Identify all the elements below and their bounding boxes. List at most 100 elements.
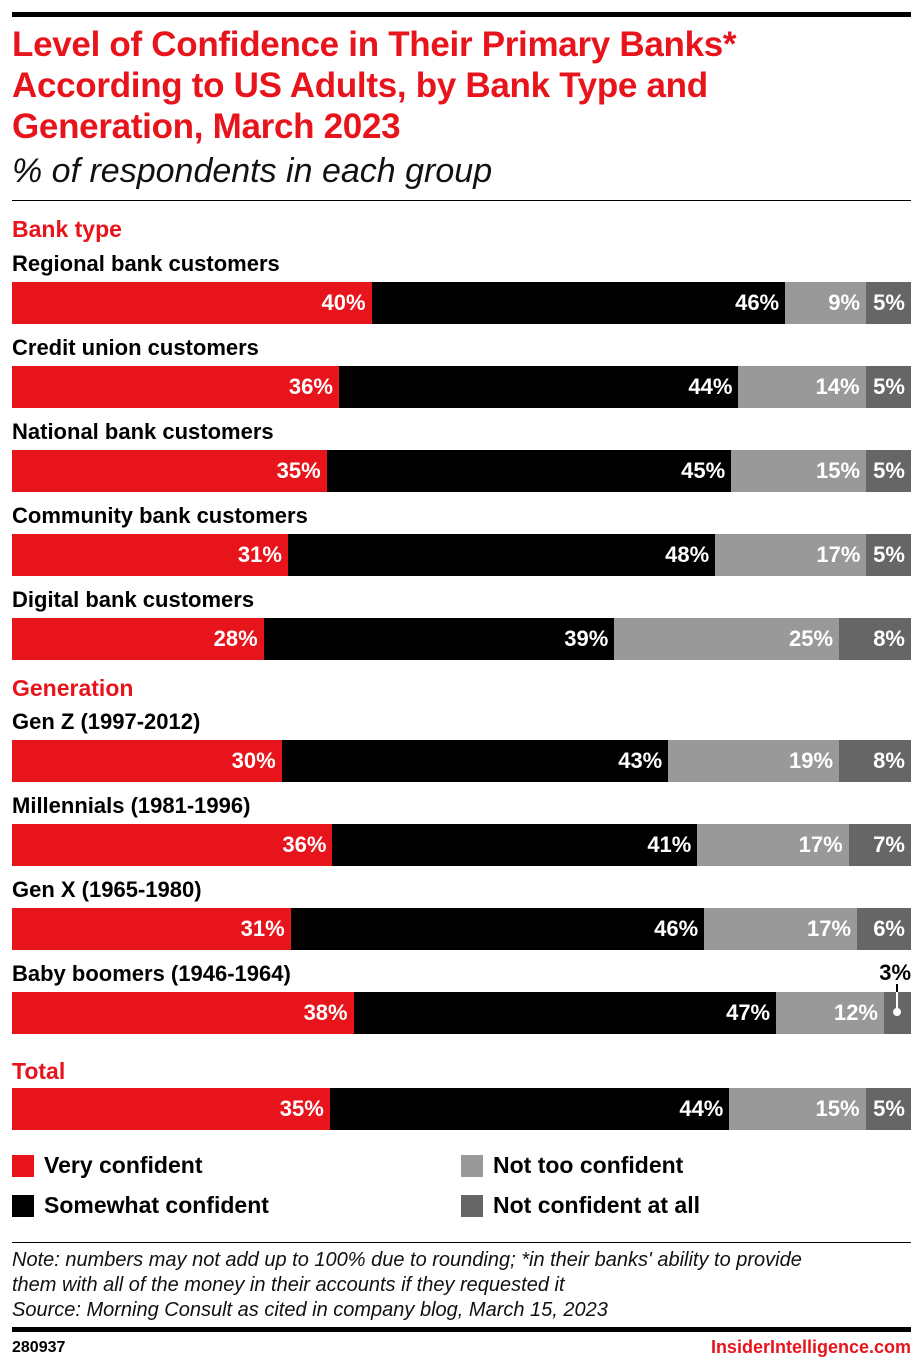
- data-label: 17%: [798, 832, 843, 857]
- data-label: 35%: [276, 458, 321, 483]
- row-label: Credit union customers: [12, 335, 259, 360]
- data-label: 43%: [618, 748, 663, 773]
- legend-swatch: [461, 1194, 483, 1217]
- row-label: Digital bank customers: [12, 587, 255, 612]
- data-label: 45%: [681, 458, 726, 483]
- data-label: 25%: [789, 626, 834, 651]
- bar-segment-very-confident: 35%: [12, 450, 327, 492]
- bar-segment-not-confident-at-all: 8%: [839, 618, 911, 660]
- bar-segment-very-confident: 35%: [12, 1088, 330, 1130]
- row-label: Baby boomers (1946-1964): [12, 961, 291, 986]
- legend-swatch: [12, 1154, 34, 1177]
- data-label: 5%: [873, 374, 905, 399]
- legend-label: Not too confident: [493, 1152, 684, 1178]
- data-label: 46%: [654, 916, 699, 941]
- data-label: 39%: [564, 626, 609, 651]
- data-label: 19%: [789, 748, 834, 773]
- data-label: 36%: [282, 832, 327, 857]
- bar-segment-not-too-confident: 14%: [738, 366, 866, 408]
- callout-dot: [893, 1008, 902, 1016]
- row-label: National bank customers: [12, 419, 274, 444]
- legend-somewhat-confident: Somewhat confident: [12, 1192, 269, 1219]
- legend-not-confident-at-all: Not confident at all: [461, 1192, 700, 1219]
- data-label: 5%: [873, 542, 905, 567]
- data-label: 5%: [873, 1096, 905, 1121]
- data-label: 44%: [679, 1096, 724, 1121]
- data-label: 12%: [833, 1000, 878, 1025]
- section-header: Total: [12, 1058, 66, 1084]
- stacked-bar: 31% 48% 17% 5%: [12, 534, 911, 576]
- row-label: Community bank customers: [12, 503, 308, 528]
- row-label: Gen Z (1997-2012): [12, 709, 201, 734]
- bar-segment-not-too-confident: 17%: [697, 824, 849, 866]
- data-label: 36%: [288, 374, 333, 399]
- note-line: them with all of the money in their acco…: [12, 1274, 565, 1296]
- legend-label: Very confident: [44, 1152, 203, 1178]
- data-label: 5%: [873, 290, 905, 315]
- bar-segment-not-too-confident: 17%: [715, 534, 867, 576]
- bar-segment-very-confident: 31%: [12, 534, 288, 576]
- bar-segment-not-confident-at-all: 5%: [865, 1088, 911, 1130]
- data-label: 15%: [815, 1096, 860, 1121]
- data-label: 38%: [303, 1000, 348, 1025]
- bar-segment-not-confident-at-all: 7%: [848, 824, 911, 866]
- chart-subtitle: % of respondents in each group: [12, 152, 493, 190]
- section-header: Bank type: [12, 216, 122, 242]
- bar-segment-not-too-confident: 17%: [704, 908, 858, 950]
- data-label-callout: 3%: [879, 960, 911, 985]
- bar-segment-not-confident-at-all: 5%: [866, 282, 911, 324]
- brand-link[interactable]: InsiderIntelligence.com: [710, 1337, 911, 1357]
- data-label: 40%: [321, 290, 366, 315]
- data-label: 28%: [213, 626, 258, 651]
- note-line: Note: numbers may not add up to 100% due…: [12, 1249, 802, 1271]
- bar-segment-not-confident-at-all: 5%: [865, 366, 911, 408]
- data-label: 14%: [815, 374, 860, 399]
- bar-segment-somewhat-confident: 44%: [338, 366, 739, 408]
- data-label: 31%: [240, 916, 285, 941]
- stacked-bar: 31% 46% 17% 6%: [12, 908, 911, 950]
- bar-segment-not-confident-at-all: 8%: [839, 740, 911, 782]
- bar-segment-not-confident-at-all: [884, 984, 911, 1034]
- data-label: 17%: [807, 916, 852, 941]
- data-label: 15%: [815, 458, 861, 483]
- bar-segment-somewhat-confident: 41%: [332, 824, 698, 866]
- row-label: Regional bank customers: [12, 251, 280, 276]
- stacked-bar: 36% 41% 17% 7%: [12, 824, 911, 866]
- bar-segment-somewhat-confident: 46%: [290, 908, 705, 950]
- data-label: 35%: [279, 1096, 324, 1121]
- chart-id: 280937: [12, 1339, 66, 1356]
- bar-segment-very-confident: 36%: [12, 824, 333, 866]
- bar-segment-not-too-confident: 25%: [614, 618, 840, 660]
- legend-swatch: [461, 1154, 483, 1177]
- data-label: 46%: [735, 290, 780, 315]
- legend-very-confident: Very confident: [12, 1152, 202, 1179]
- bar-segment-not-too-confident: 19%: [668, 740, 840, 782]
- bar-segment-not-too-confident: 15%: [729, 1088, 866, 1130]
- subtitle-rule: [12, 200, 911, 201]
- bar-segment-not-confident-at-all: 5%: [866, 450, 911, 492]
- data-label: 30%: [231, 748, 276, 773]
- stacked-bar: 40% 46% 9% 5%: [12, 282, 911, 324]
- data-label: 17%: [816, 542, 861, 567]
- row-label: Gen X (1965-1980): [12, 877, 202, 902]
- bar-segment-not-too-confident: 15%: [731, 450, 867, 492]
- stacked-bar: 35% 44% 15% 5%: [12, 1088, 911, 1130]
- row-label: Millennials (1981-1996): [12, 793, 251, 818]
- stacked-bar: 35% 45% 15% 5%: [12, 450, 911, 492]
- bar-segment-somewhat-confident: 46%: [371, 282, 786, 324]
- bar-segment-somewhat-confident: 43%: [281, 740, 669, 782]
- stacked-bar: 36% 44% 14% 5%: [12, 366, 911, 408]
- chart-title: Level of Confidence in Their Primary Ban…: [12, 25, 737, 146]
- bar-segment-not-too-confident: 9%: [785, 282, 867, 324]
- notes: Note: numbers may not add up to 100% due…: [12, 1248, 802, 1323]
- bar-segment-somewhat-confident: 48%: [287, 534, 716, 576]
- bar-segment-not-too-confident: 12%: [776, 992, 884, 1034]
- bar-segment-very-confident: 36%: [12, 366, 339, 408]
- data-label: 9%: [828, 290, 861, 315]
- bar-segment-very-confident: 31%: [12, 908, 291, 950]
- bar-segment-very-confident: 30%: [12, 740, 282, 782]
- legend-label: Somewhat confident: [44, 1192, 269, 1218]
- data-label: 48%: [665, 542, 710, 567]
- bar-segment-somewhat-confident: 39%: [263, 618, 615, 660]
